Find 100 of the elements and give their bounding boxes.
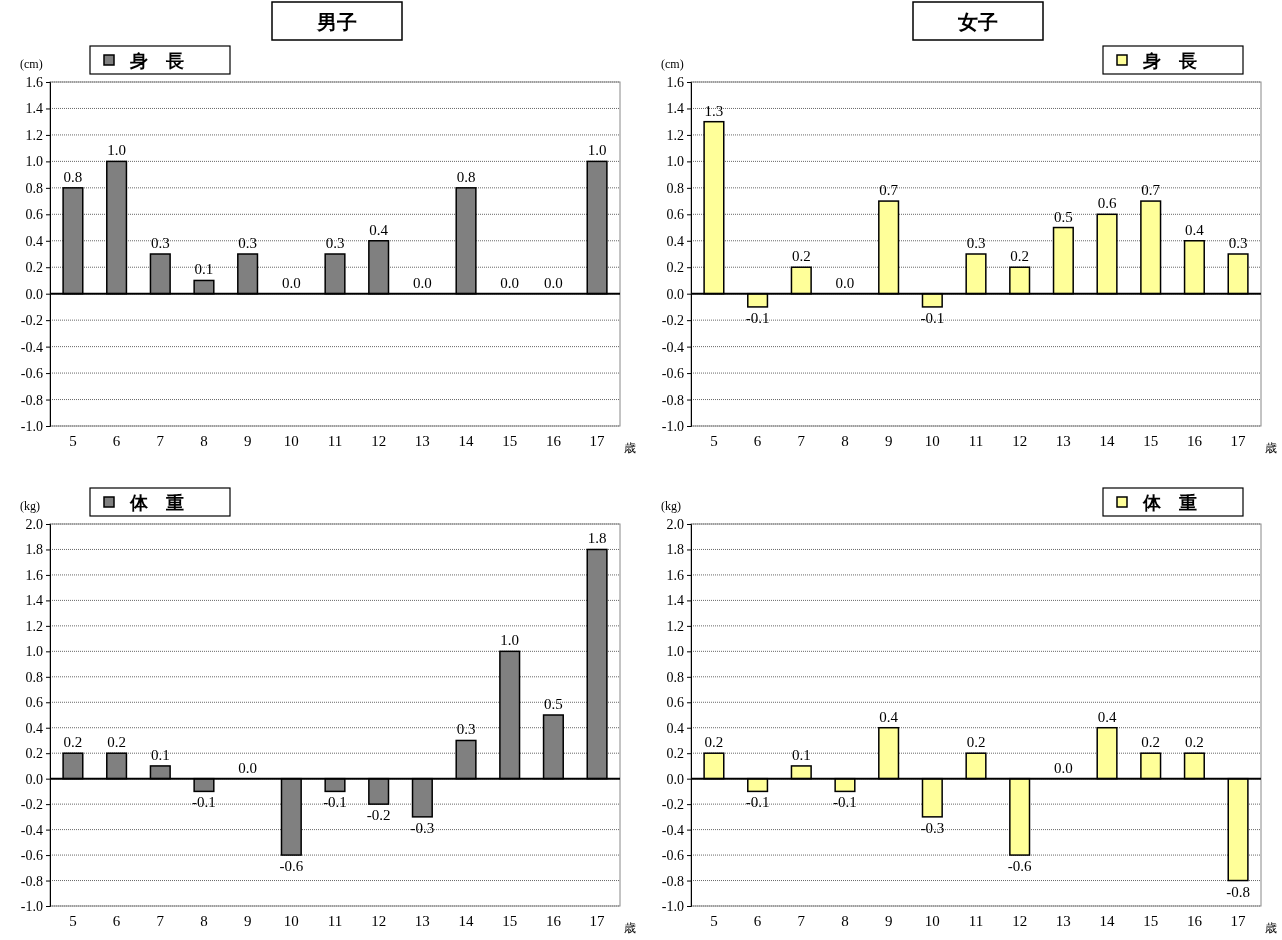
data-label: 0.4 <box>879 708 899 725</box>
data-label: -0.3 <box>410 819 435 836</box>
y-tick-label: 1.8 <box>25 542 43 558</box>
y-tick-label: -1.0 <box>20 898 43 914</box>
x-tick-label: 7 <box>156 912 165 929</box>
x-tick-label: 5 <box>69 432 77 449</box>
y-tick-label: 0.4 <box>25 233 43 249</box>
y-tick-label: 1.6 <box>25 74 43 90</box>
x-tick-label: 12 <box>1012 432 1028 449</box>
x-tick-label: 12 <box>371 432 387 449</box>
y-tick-label: -0.8 <box>20 873 43 889</box>
y-tick-label: -1.0 <box>661 898 684 914</box>
x-tick-label: 10 <box>924 912 940 929</box>
x-tick-label: 6 <box>112 912 121 929</box>
data-label: 0.8 <box>63 168 83 185</box>
y-tick-label: -0.2 <box>661 797 684 813</box>
data-label: -0.8 <box>1226 883 1250 900</box>
y-tick-label: -0.2 <box>661 313 684 329</box>
y-tick-label: 0.2 <box>25 260 43 276</box>
legend-label: 身 長 <box>1142 50 1197 71</box>
x-tick-label: 14 <box>458 432 475 449</box>
y-tick-label: 2.0 <box>25 516 43 532</box>
data-label: 0.0 <box>412 274 432 291</box>
y-tick-label: 1.0 <box>666 154 684 170</box>
x-tick-label: 11 <box>327 432 343 449</box>
y-tick-label: 1.6 <box>666 567 684 583</box>
data-label: 0.3 <box>966 235 986 251</box>
x-tick-label: 9 <box>884 432 893 449</box>
y-tick-label: 1.2 <box>666 618 684 634</box>
y-tick-label: 1.0 <box>25 644 43 660</box>
y-tick-label: 1.6 <box>666 74 684 90</box>
y-tick-label: 0.6 <box>25 207 43 223</box>
y-tick-label: 0.0 <box>25 286 43 302</box>
y-tick-label: 0.8 <box>666 180 684 196</box>
data-label: 0.0 <box>1053 759 1073 776</box>
x-tick-label: 15 <box>502 432 518 449</box>
data-label: 0.2 <box>107 734 126 751</box>
y-tick-label: 0.2 <box>666 260 684 276</box>
x-tick-label: 15 <box>1143 432 1159 449</box>
data-label: 0.3 <box>1228 235 1248 251</box>
x-axis-title: 歳 <box>1265 921 1277 935</box>
data-label: 1.8 <box>587 530 607 547</box>
data-label: 0.2 <box>791 248 811 265</box>
y-tick-label: 0.8 <box>25 180 43 196</box>
y-tick-label: 0.0 <box>25 771 43 787</box>
data-label: 0.0 <box>500 274 520 291</box>
data-label: -0.1 <box>833 794 857 811</box>
x-tick-label: 5 <box>710 432 718 449</box>
y-tick-label: -0.6 <box>661 848 684 864</box>
y-tick-label: -0.6 <box>20 366 43 382</box>
y-tick-label: 0.6 <box>25 695 43 711</box>
data-label: 1.0 <box>587 142 607 159</box>
y-tick-label: -0.8 <box>661 392 684 408</box>
y-tick-label: 1.0 <box>25 154 43 170</box>
y-tick-label: 1.2 <box>666 127 684 143</box>
y-tick-label: 0.2 <box>25 746 43 762</box>
y-tick-label: 0.4 <box>25 720 43 736</box>
y-tick-label: -0.8 <box>20 392 43 408</box>
data-label: -0.1 <box>745 309 770 326</box>
data-label: 0.5 <box>544 696 563 712</box>
x-tick-label: 5 <box>710 912 718 929</box>
data-label: 0.2 <box>63 734 83 751</box>
x-tick-label: 17 <box>589 912 606 929</box>
data-label: 1.0 <box>107 142 126 159</box>
y-tick-label: 2.0 <box>666 516 684 532</box>
x-tick-label: 13 <box>414 912 430 929</box>
y-tick-label: 1.2 <box>25 127 43 143</box>
x-tick-label: 14 <box>1099 432 1116 449</box>
data-label: 0.2 <box>1010 248 1030 265</box>
x-tick-label: 16 <box>545 432 562 449</box>
x-tick-label: 9 <box>884 912 893 929</box>
x-tick-label: 12 <box>1012 912 1028 929</box>
x-tick-label: 16 <box>545 912 562 929</box>
y-tick-label: 0.8 <box>666 669 684 685</box>
x-tick-label: 15 <box>502 912 518 929</box>
data-label: 0.5 <box>1053 208 1073 225</box>
data-label: 0.0 <box>544 274 563 291</box>
x-tick-label: 16 <box>1186 432 1203 449</box>
y-tick-label: -0.6 <box>661 366 684 382</box>
y-axis-title: (cm) <box>20 57 43 71</box>
x-tick-label: 7 <box>797 912 806 929</box>
x-tick-label: 17 <box>1230 912 1247 929</box>
y-tick-label: 0.0 <box>666 771 684 787</box>
x-tick-label: 7 <box>797 432 806 449</box>
data-label: 0.1 <box>194 261 214 278</box>
data-label: 0.1 <box>791 746 811 763</box>
data-label: 0.8 <box>456 168 476 185</box>
y-axis-title: (kg) <box>661 499 681 513</box>
data-label: -0.6 <box>279 858 304 875</box>
y-axis-title: (cm) <box>661 57 684 71</box>
data-label: 0.2 <box>704 734 724 751</box>
y-tick-label: 1.8 <box>666 542 684 558</box>
x-tick-label: 5 <box>69 912 77 929</box>
y-tick-label: 0.0 <box>666 286 684 302</box>
y-tick-label: -0.2 <box>20 797 43 813</box>
y-tick-label: 1.4 <box>666 593 684 609</box>
y-tick-label: 0.2 <box>666 746 684 762</box>
chart-title: 男子 <box>316 10 357 34</box>
data-label: 0.3 <box>238 235 258 251</box>
x-tick-label: 15 <box>1143 912 1159 929</box>
